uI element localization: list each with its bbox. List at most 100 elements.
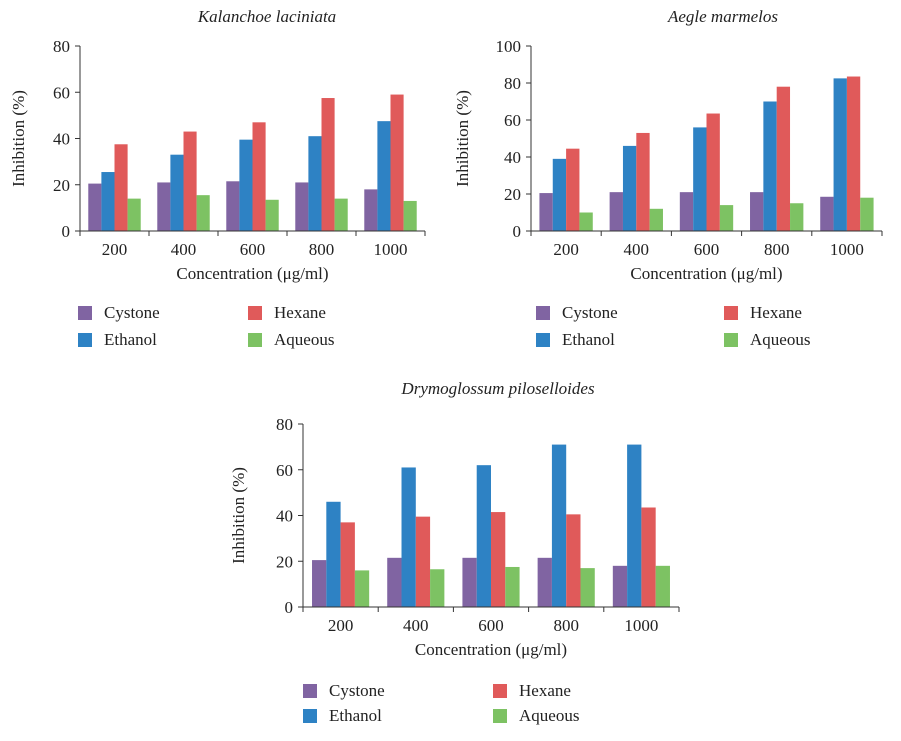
bar-ethanol bbox=[377, 121, 391, 231]
x-tick-label: 200 bbox=[102, 240, 128, 259]
legend-item-cystone: Cystone bbox=[303, 681, 385, 701]
legend-item-ethanol: Ethanol bbox=[78, 330, 157, 350]
x-tick-label: 1000 bbox=[374, 240, 408, 259]
x-tick-label: 600 bbox=[478, 616, 504, 635]
y-tick-label: 60 bbox=[504, 111, 521, 130]
bar-ethanol bbox=[622, 145, 637, 231]
y-tick-label: 20 bbox=[504, 185, 521, 204]
bar-aqueous bbox=[430, 569, 445, 607]
bar-ethanol bbox=[763, 101, 777, 231]
bar-aqueous bbox=[649, 208, 663, 231]
bar-cystone bbox=[612, 565, 628, 607]
legend-label: Cystone bbox=[562, 303, 618, 322]
chart-panel-drymoglossum: Drymoglossum piloselloides 0 20 40 60 80 200 40… bbox=[225, 372, 680, 731]
legend-item-aqueous: Aqueous bbox=[724, 330, 810, 350]
bar-ethanol bbox=[693, 127, 707, 231]
y-axis-label: Inhibition (%) bbox=[453, 90, 472, 187]
bar-ethanol bbox=[239, 139, 253, 231]
legend-swatch-aqueous bbox=[493, 709, 507, 723]
bar-ethanol bbox=[833, 78, 847, 231]
bar-ethanol bbox=[401, 467, 416, 607]
bar-cystone bbox=[609, 192, 623, 231]
bar-aqueous bbox=[719, 205, 734, 231]
bar-ethanol bbox=[552, 158, 567, 231]
bar-cystone bbox=[679, 192, 694, 231]
chart-panel-kalanchoe: Kalanchoe laciniata 0 20 40 60 80 200 400 600 800… bbox=[0, 0, 450, 365]
bar-hexane bbox=[321, 98, 335, 231]
bar-ethanol bbox=[627, 444, 642, 607]
bar-hexane bbox=[340, 522, 355, 607]
x-tick-label: 800 bbox=[309, 240, 335, 259]
bar-ethanol bbox=[170, 154, 184, 231]
y-axis-label: Inhibition (%) bbox=[9, 90, 28, 187]
legend-swatch-aqueous bbox=[248, 333, 262, 347]
y-tick-label: 80 bbox=[276, 415, 293, 434]
legend-swatch-aqueous bbox=[724, 333, 738, 347]
legend-swatch-ethanol bbox=[78, 333, 92, 347]
bar-hexane bbox=[776, 86, 791, 231]
y-axis-label: Inhibition (%) bbox=[229, 467, 248, 564]
bar-cystone bbox=[537, 557, 552, 607]
bar-hexane bbox=[252, 122, 266, 231]
bar-aqueous bbox=[196, 195, 210, 231]
legend-swatch-ethanol bbox=[303, 709, 317, 723]
legend-item-hexane: Hexane bbox=[493, 681, 571, 701]
bar-aqueous bbox=[265, 199, 279, 231]
legend-label: Cystone bbox=[329, 681, 385, 700]
bar-cystone bbox=[88, 183, 102, 231]
x-tick-label: 800 bbox=[764, 240, 790, 259]
chart-legend: Cystone Hexane Ethanol Aqueous bbox=[536, 303, 836, 363]
y-tick-label: 40 bbox=[504, 148, 521, 167]
bar-cystone bbox=[364, 189, 378, 231]
bar-hexane bbox=[114, 144, 128, 231]
x-tick-label: 600 bbox=[694, 240, 720, 259]
bar-chart-aegle: Aegle marmelos 0 20 40 60 80 100 200 400 600 800 10… bbox=[453, 7, 883, 283]
y-tick-label: 0 bbox=[285, 598, 294, 617]
bar-chart-drymoglossum: Drymoglossum piloselloides 0 20 40 60 80 200 40… bbox=[229, 379, 680, 659]
legend-label: Aqueous bbox=[519, 706, 580, 725]
bar-hexane bbox=[183, 131, 197, 231]
legend-label: Ethanol bbox=[329, 706, 382, 725]
bar-hexane bbox=[566, 148, 580, 231]
chart-title: Drymoglossum piloselloides bbox=[400, 379, 595, 398]
x-axis-label: Concentration (μg/ml) bbox=[176, 264, 328, 283]
chart-legend: Cystone Hexane Ethanol Aqueous bbox=[78, 303, 378, 363]
bar-aqueous bbox=[505, 566, 520, 607]
legend-item-hexane: Hexane bbox=[248, 303, 326, 323]
legend-label: Ethanol bbox=[104, 330, 157, 349]
legend-item-hexane: Hexane bbox=[724, 303, 802, 323]
x-axis-label: Concentration (μg/ml) bbox=[630, 264, 782, 283]
legend-item-cystone: Cystone bbox=[536, 303, 618, 323]
bar-ethanol bbox=[551, 444, 567, 607]
bar-aqueous bbox=[860, 197, 874, 231]
legend-swatch-cystone bbox=[78, 306, 92, 320]
x-tick-label: 400 bbox=[403, 616, 429, 635]
bar-aqueous bbox=[580, 568, 595, 607]
legend-swatch-cystone bbox=[536, 306, 550, 320]
bar-cystone bbox=[295, 182, 309, 231]
legend-swatch-hexane bbox=[724, 306, 738, 320]
legend-label: Ethanol bbox=[562, 330, 615, 349]
y-tick-label: 40 bbox=[53, 130, 70, 149]
legend-item-ethanol: Ethanol bbox=[536, 330, 615, 350]
y-tick-label: 40 bbox=[276, 507, 293, 526]
bar-hexane bbox=[415, 516, 431, 607]
x-tick-label: 800 bbox=[553, 616, 579, 635]
bar-ethanol bbox=[326, 501, 341, 607]
legend-item-ethanol: Ethanol bbox=[303, 706, 382, 726]
bar-cystone bbox=[226, 181, 240, 231]
legend-label: Aqueous bbox=[274, 330, 335, 349]
bar-hexane bbox=[636, 132, 650, 231]
bar-cystone bbox=[312, 560, 327, 607]
y-tick-label: 0 bbox=[513, 222, 522, 241]
bar-hexane bbox=[566, 514, 581, 607]
legend-swatch-hexane bbox=[248, 306, 262, 320]
y-tick-label: 20 bbox=[276, 552, 293, 571]
bar-aqueous bbox=[354, 570, 370, 607]
x-tick-label: 1000 bbox=[830, 240, 864, 259]
legend-swatch-cystone bbox=[303, 684, 317, 698]
bar-aqueous bbox=[790, 203, 804, 231]
bar-hexane bbox=[641, 507, 656, 607]
legend-label: Hexane bbox=[750, 303, 802, 322]
bar-hexane bbox=[390, 94, 404, 231]
